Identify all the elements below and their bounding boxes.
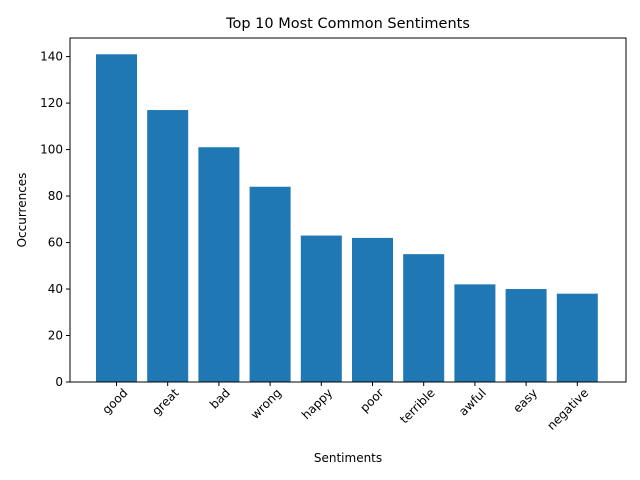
y-tick-label: 60 <box>48 236 63 250</box>
bar-poor <box>352 237 393 382</box>
y-axis: 0 20 40 60 80 100 120 140 <box>40 50 70 389</box>
y-tick-label: 40 <box>48 282 63 296</box>
bar-bad <box>198 147 240 382</box>
y-tick-label: 0 <box>55 375 63 389</box>
bar-negative <box>556 293 598 382</box>
x-tick-label-bad: bad <box>207 386 233 412</box>
x-axis: good great bad wrong happy poor terrible awful e… <box>99 382 591 433</box>
bar-good <box>96 54 137 383</box>
x-tick-label-awful: awful <box>456 386 489 419</box>
x-tick-label-happy: happy <box>299 386 335 422</box>
y-tick-label: 140 <box>40 50 63 64</box>
bar-wrong <box>249 186 291 382</box>
bar-happy <box>300 235 342 382</box>
bar-easy <box>505 289 547 382</box>
y-tick-label: 80 <box>48 189 63 203</box>
bars-layer <box>96 54 598 383</box>
bar-great <box>147 110 189 383</box>
bar-terrible <box>403 254 445 382</box>
x-axis-label: Sentiments <box>314 451 382 465</box>
x-tick-label-good: good <box>99 386 130 417</box>
x-tick-label-wrong: wrong <box>248 386 284 422</box>
x-tick-label-great: great <box>149 386 182 419</box>
x-tick-label-negative: negative <box>544 386 591 433</box>
y-tick-label: 120 <box>40 96 63 110</box>
x-tick-label-poor: poor <box>357 386 386 415</box>
y-tick-label: 100 <box>40 143 63 157</box>
plot-frame <box>69 37 627 383</box>
y-axis-label: Occurrences <box>15 173 29 248</box>
x-tick-label-easy: easy <box>510 386 540 416</box>
y-tick-label: 20 <box>48 329 63 343</box>
chart-title: Top 10 Most Common Sentiments <box>225 16 470 32</box>
x-tick-label-terrible: terrible <box>397 386 438 427</box>
bar-awful <box>454 284 496 382</box>
